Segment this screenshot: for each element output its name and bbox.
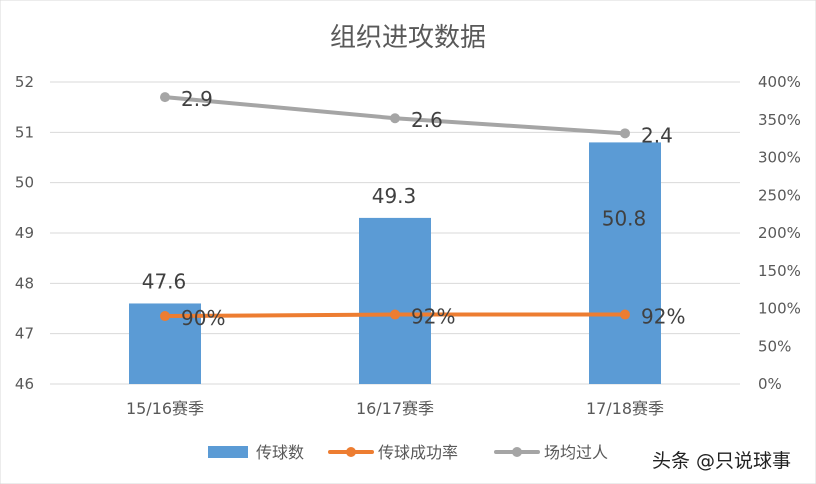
series-point xyxy=(390,309,400,320)
legend: 传球数 传球成功率 场均过人 xyxy=(208,443,608,462)
right-tick-label: 50% xyxy=(758,337,791,355)
bar xyxy=(589,142,661,384)
data-label: 49.3 xyxy=(372,184,417,208)
chart-title: 组织进攻数据 xyxy=(330,23,486,53)
category-axis: 15/16赛季 16/17赛季 17/18赛季 xyxy=(126,399,664,418)
left-tick-label: 47 xyxy=(15,325,34,343)
right-tick-label: 300% xyxy=(758,149,801,167)
data-label: 47.6 xyxy=(142,269,187,293)
category-label: 17/18赛季 xyxy=(586,399,664,418)
legend-marker xyxy=(512,447,522,457)
right-tick-label: 350% xyxy=(758,111,801,129)
left-tick-label: 50 xyxy=(15,174,34,192)
right-tick-label: 100% xyxy=(758,300,801,318)
left-tick-label: 48 xyxy=(15,274,34,292)
right-tick-label: 250% xyxy=(758,186,801,204)
data-label: 2.4 xyxy=(641,123,673,147)
right-tick-label: 150% xyxy=(758,262,801,280)
left-tick-label: 46 xyxy=(15,375,34,393)
series-point xyxy=(390,113,400,124)
legend-label: 场均过人 xyxy=(544,443,608,462)
data-label: 92% xyxy=(641,305,685,329)
right-tick-label: 200% xyxy=(758,224,801,242)
bar xyxy=(359,217,431,384)
right-tick-label: 0% xyxy=(758,375,782,393)
legend-swatch xyxy=(208,446,248,458)
watermark-text: 头条 @只说球事 xyxy=(652,450,791,472)
category-label: 16/17赛季 xyxy=(356,399,434,418)
data-label: 92% xyxy=(411,305,455,329)
series-point xyxy=(160,311,170,322)
left-tick-label: 52 xyxy=(15,73,34,91)
left-tick-label: 51 xyxy=(15,123,34,141)
category-label: 15/16赛季 xyxy=(126,399,204,418)
legend-marker xyxy=(346,447,356,457)
right-tick-label: 400% xyxy=(758,73,801,91)
line-series xyxy=(160,92,630,322)
data-label: 2.9 xyxy=(181,87,213,111)
legend-label: 传球成功率 xyxy=(378,443,458,462)
data-labels: 47.6 49.3 50.8 90% 92% 92% 2.9 2.6 2.4 xyxy=(142,87,686,330)
data-label: 2.6 xyxy=(411,108,443,132)
data-label: 90% xyxy=(181,306,225,330)
legend-label: 传球数 xyxy=(256,443,304,462)
left-tick-label: 49 xyxy=(15,224,34,242)
series-point xyxy=(160,92,170,103)
data-label: 50.8 xyxy=(602,206,647,230)
series-point xyxy=(620,128,630,139)
left-axis: 46 47 48 49 50 51 52 xyxy=(15,73,34,393)
right-axis: 0% 50% 100% 150% 200% 250% 300% 350% 400% xyxy=(758,73,801,393)
series-point xyxy=(620,309,630,320)
